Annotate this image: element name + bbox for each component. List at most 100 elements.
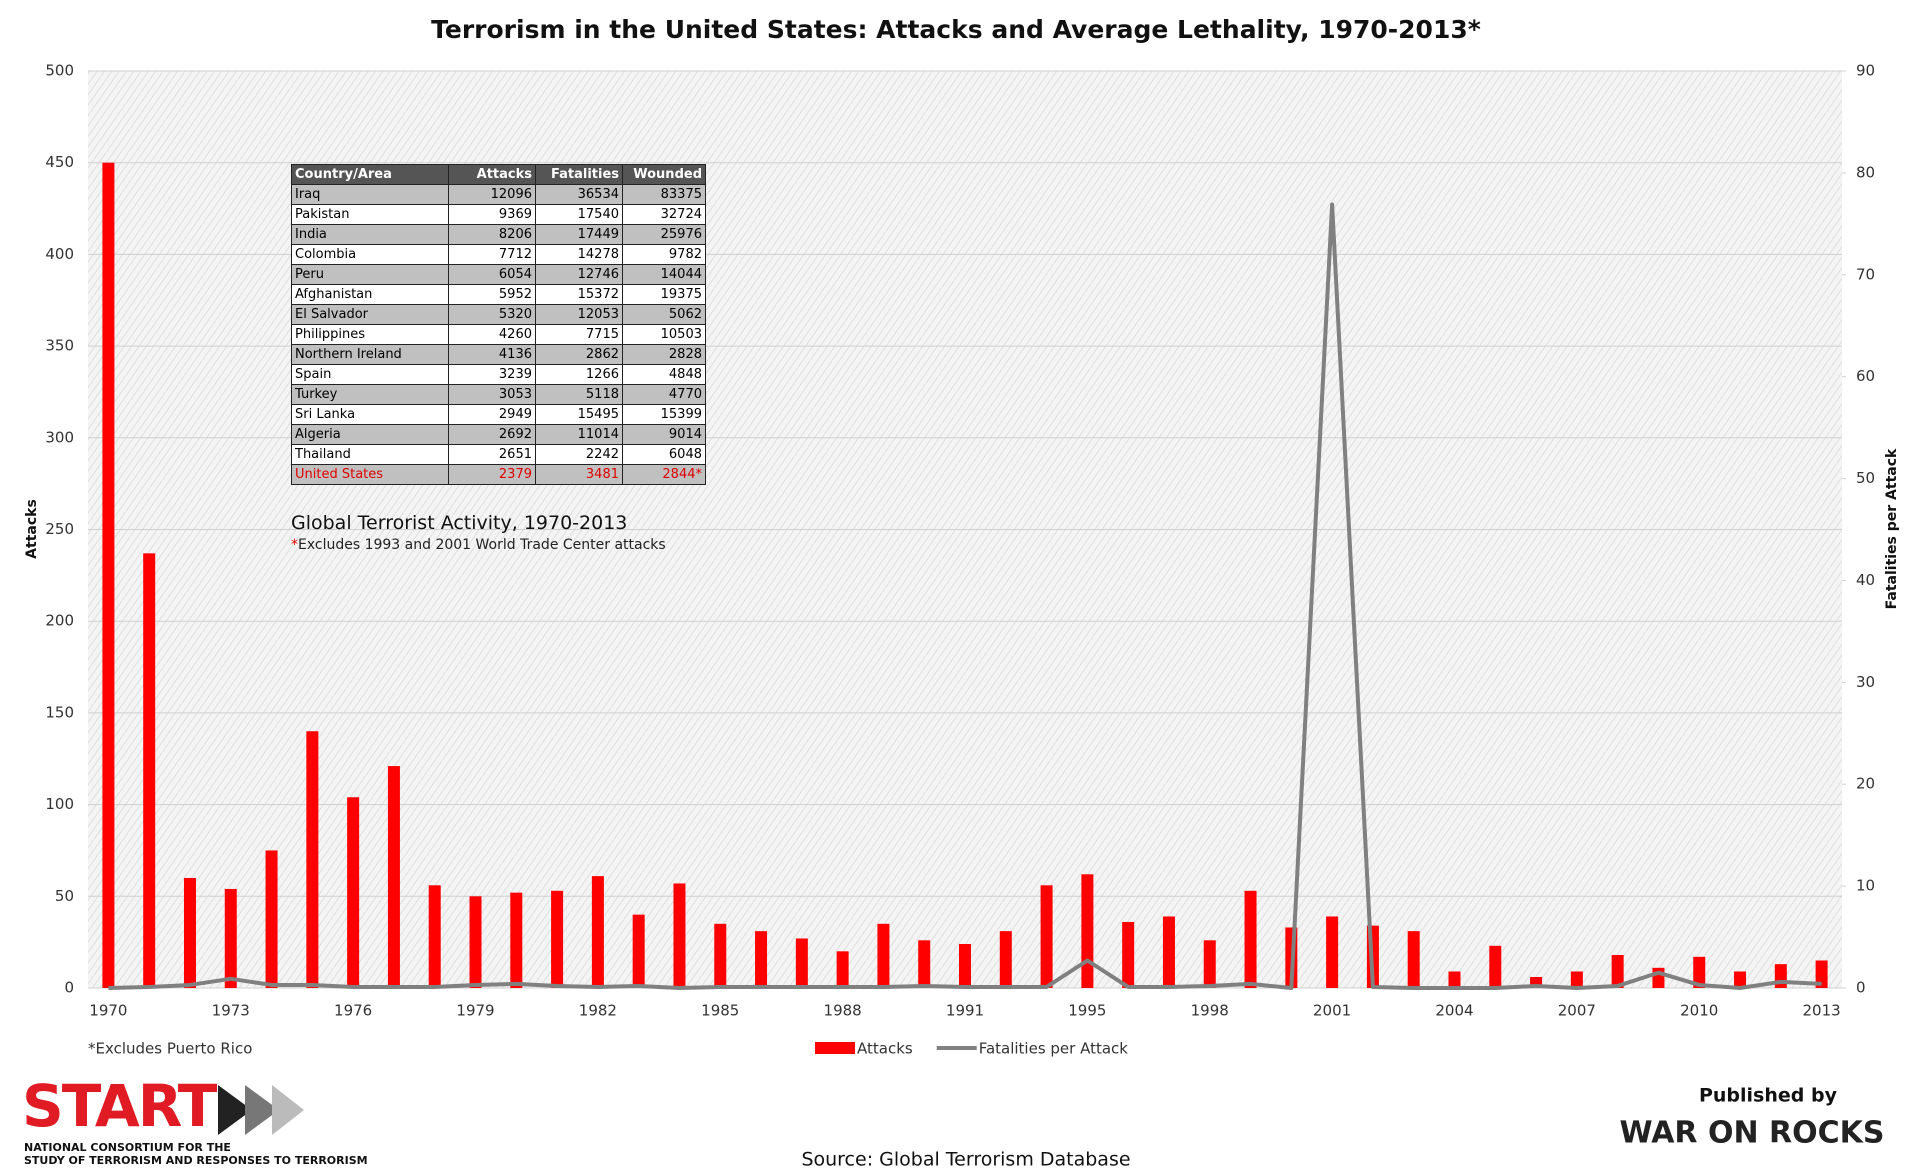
x-tick-label: 1970 — [89, 1002, 127, 1020]
table-cell: 15495 — [535, 404, 623, 425]
bar — [795, 938, 808, 988]
bar — [143, 553, 156, 988]
header-cell: Country/Area — [291, 164, 449, 185]
footnote: *Excludes Puerto Rico — [88, 1040, 252, 1058]
x-tick-label: 1973 — [212, 1002, 250, 1020]
bar — [918, 940, 931, 988]
bar — [551, 890, 564, 988]
table-row: India 8206 17449 25976 — [291, 224, 706, 245]
table-row: El Salvador 5320 12053 5062 — [291, 304, 706, 325]
table-caption: Global Terrorist Activity, 1970-2013 — [291, 512, 628, 534]
table-row: Colombia 7712 14278 9782 — [291, 244, 706, 265]
table-cell: 17449 — [535, 224, 623, 245]
x-tick-label: 1998 — [1191, 1002, 1229, 1020]
table-row: Peru 6054 12746 14044 — [291, 264, 706, 285]
x-tick-label: 1982 — [579, 1002, 617, 1020]
bar — [1122, 921, 1135, 988]
table-cell: Spain — [291, 364, 449, 385]
bar — [959, 943, 971, 988]
table-cell: 9369 — [448, 204, 536, 225]
table-cell: 7715 — [535, 324, 623, 345]
table-cell: Thailand — [291, 444, 449, 465]
bar — [632, 914, 645, 988]
table-cell: 11014 — [535, 424, 623, 445]
bar — [1734, 971, 1747, 988]
table-cell: Algeria — [291, 424, 449, 445]
bar — [1530, 976, 1543, 988]
x-tick-label: 1985 — [701, 1002, 739, 1020]
y2-tick-label: 70 — [1856, 265, 1875, 283]
x-tick-label: 2001 — [1313, 1002, 1351, 1020]
y-tick-label: 400 — [45, 245, 74, 263]
table-cell: United States — [291, 464, 449, 485]
table-cell: El Salvador — [291, 304, 449, 325]
bar — [387, 766, 400, 988]
x-tick-label: 1988 — [824, 1002, 862, 1020]
bar — [1407, 931, 1420, 988]
bar — [1611, 954, 1624, 988]
legend-label: Attacks — [857, 1040, 913, 1058]
table-cell: 36534 — [535, 184, 623, 205]
table-cell: 10503 — [622, 324, 706, 345]
logo-arrow — [245, 1085, 279, 1135]
table-cell: 14044 — [622, 264, 706, 285]
x-tick-label: 2010 — [1680, 1002, 1718, 1020]
bar — [673, 883, 686, 988]
table-cell: 6048 — [622, 444, 706, 465]
table-cell: Philippines — [291, 324, 449, 345]
table-cell: 2949 — [448, 404, 536, 425]
table-cell: 9014 — [622, 424, 706, 445]
war-on-rocks-logo: WAR ON ROCKS — [1619, 1116, 1884, 1151]
table-cell: Peru — [291, 264, 449, 285]
table-cell: Iraq — [291, 184, 449, 205]
table-cell: 12096 — [448, 184, 536, 205]
bar — [224, 888, 237, 988]
y2-axis-label: Fatalities per Attack — [1884, 448, 1900, 609]
line — [108, 202, 1822, 990]
table-row: Spain 3239 1266 4848 — [291, 364, 706, 385]
table-cell: 2651 — [448, 444, 536, 465]
table-row: Turkey 3053 5118 4770 — [291, 384, 706, 405]
table-cell: 8206 — [448, 224, 536, 245]
x-tick-label: 1979 — [456, 1002, 494, 1020]
header-cell: Wounded — [622, 164, 706, 185]
table-row: Philippines 4260 7715 10503 — [291, 324, 706, 345]
table-cell: 5952 — [448, 284, 536, 305]
bar — [591, 876, 604, 988]
table-row: Iraq 12096 36534 83375 — [291, 184, 706, 205]
bar — [347, 797, 360, 988]
bar — [469, 896, 482, 988]
note-marker: * — [291, 537, 298, 553]
y-tick-label: 500 — [45, 62, 74, 80]
x-tick-label: 1995 — [1068, 1002, 1106, 1020]
table-cell: 2862 — [535, 344, 623, 365]
table-row: Thailand 2651 2242 6048 — [291, 444, 706, 465]
table-cell: 2379 — [448, 464, 536, 485]
table-cell: 3481 — [535, 464, 623, 485]
bar — [1203, 940, 1216, 988]
table-row: Algeria 2692 11014 9014 — [291, 424, 706, 445]
bar — [306, 731, 319, 988]
y-tick-label: 250 — [45, 520, 74, 538]
logo-arrow — [218, 1085, 252, 1135]
table-cell: 3239 — [448, 364, 536, 385]
table-cell: 2242 — [535, 444, 623, 465]
table-cell: 6054 — [448, 264, 536, 285]
table-cell: 5320 — [448, 304, 536, 325]
y-tick-label: 350 — [45, 337, 74, 355]
bar — [1244, 890, 1257, 988]
table-cell: 7712 — [448, 244, 536, 265]
table-note: *Excludes 1993 and 2001 World Trade Cent… — [291, 537, 666, 553]
logo-arrow — [272, 1085, 304, 1135]
table-cell: 15399 — [622, 404, 706, 425]
y2-tick-label: 0 — [1856, 979, 1866, 997]
table-cell: Pakistan — [291, 204, 449, 225]
y2-tick-label: 50 — [1856, 469, 1875, 487]
legend-swatch — [815, 1042, 855, 1054]
table-cell: 12053 — [535, 304, 623, 325]
table-cell: 5062 — [622, 304, 706, 325]
table-row: United States 2379 3481 2844* — [291, 464, 706, 485]
data-table: Country/Area Attacks Fatalities Wounded Iraq… — [291, 164, 706, 485]
y2-tick-label: 40 — [1856, 571, 1875, 589]
bar — [265, 850, 278, 988]
